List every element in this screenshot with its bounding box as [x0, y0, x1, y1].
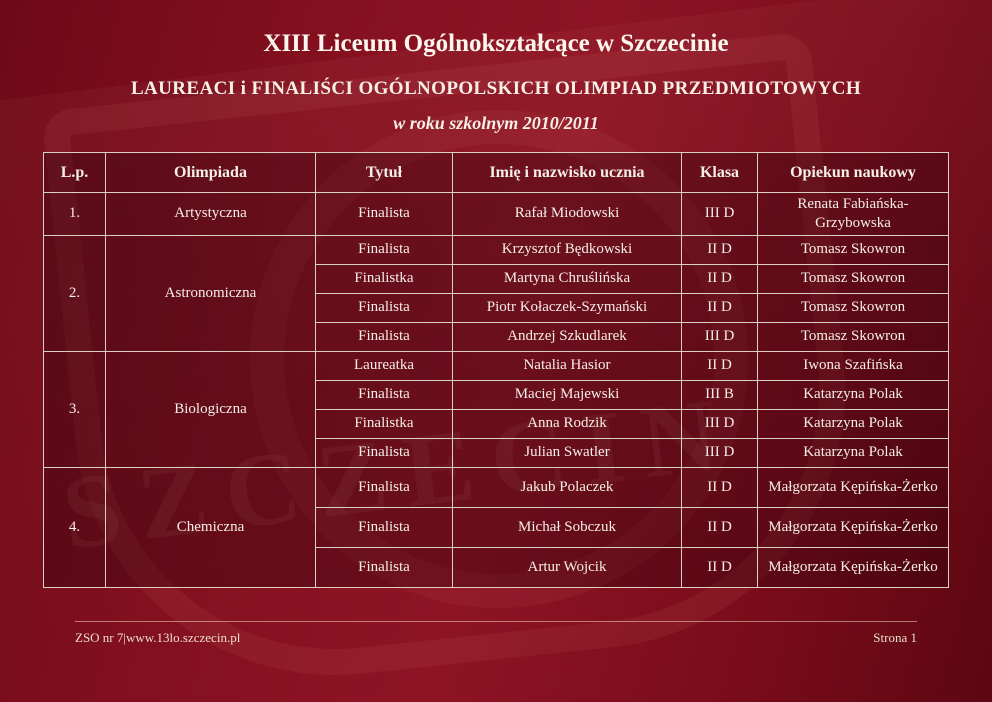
- laureates-table: L.p. Olimpiada Tytuł Imię i nazwisko ucz…: [43, 152, 949, 588]
- olimpiada-cell: Artystyczna: [105, 192, 316, 236]
- klasa-cell: II D: [681, 263, 758, 294]
- footer-page-number: Strona 1: [873, 630, 917, 645]
- student-cell: Artur Wojcik: [452, 546, 682, 588]
- lp-cell: 3.: [43, 350, 106, 468]
- table-row: 4. Chemiczna Finalista Jakub Polaczek II…: [43, 466, 949, 588]
- col-header-olimpiada: Olimpiada: [105, 152, 316, 193]
- student-cell: Natalia Hasior: [452, 350, 682, 381]
- table-row: Finalista Julian Swatler III D Katarzyna…: [44, 437, 949, 468]
- footer-school-url: ZSO nr 7|www.13lo.szczecin.pl: [75, 630, 241, 645]
- col-header-tytul: Tytuł: [315, 152, 453, 193]
- student-cell: Maciej Majewski: [452, 379, 682, 410]
- olimpiada-cell: Chemiczna: [105, 466, 316, 588]
- student-cell: Anna Rodzik: [452, 408, 682, 439]
- table-row: Finalista Andrzej Szkudlarek III D Tomas…: [44, 321, 949, 352]
- student-cell: Andrzej Szkudlarek: [452, 321, 682, 352]
- klasa-cell: III D: [681, 408, 758, 439]
- opiekun-cell: Małgorzata Kępińska-Żerko: [757, 466, 949, 508]
- tytul-cell: Finalista: [315, 292, 453, 323]
- table-row: Finalista Piotr Kołaczek-Szymański II D …: [44, 292, 949, 323]
- lp-cell: 4.: [43, 466, 106, 588]
- opiekun-cell: Tomasz Skowron: [757, 321, 949, 352]
- col-header-klasa: Klasa: [681, 152, 758, 193]
- table-header-row: L.p. Olimpiada Tytuł Imię i nazwisko ucz…: [43, 152, 949, 193]
- klasa-cell: II D: [681, 350, 758, 381]
- table-row: Finalista Maciej Majewski III B Katarzyn…: [44, 379, 949, 410]
- opiekun-cell: Katarzyna Polak: [757, 408, 949, 439]
- klasa-cell: II D: [681, 546, 758, 588]
- table-row: 1. Artystyczna Finalista Rafał Miodowski…: [43, 192, 949, 236]
- klasa-cell: II D: [681, 234, 758, 265]
- student-cell: Martyna Chruślińska: [452, 263, 682, 294]
- olimpiada-cell: Biologiczna: [105, 350, 316, 468]
- col-header-opiekun: Opiekun naukowy: [757, 152, 949, 193]
- klasa-cell: II D: [681, 466, 758, 508]
- opiekun-cell: Katarzyna Polak: [757, 437, 949, 468]
- opiekun-cell: Małgorzata Kępińska-Żerko: [757, 506, 949, 548]
- slide-title: XIII Liceum Ogólnokształcące w Szczecini…: [263, 30, 729, 57]
- tytul-cell: Finalista: [315, 234, 453, 265]
- opiekun-cell: Renata Fabiańska-Grzybowska: [757, 192, 949, 236]
- klasa-cell: II D: [681, 506, 758, 548]
- student-cell: Michał Sobczuk: [452, 506, 682, 548]
- opiekun-cell: Małgorzata Kępińska-Żerko: [757, 546, 949, 588]
- student-cell: Julian Swatler: [452, 437, 682, 468]
- tytul-cell: Finalistka: [315, 408, 453, 439]
- olimpiada-cell: Astronomiczna: [105, 234, 316, 352]
- opiekun-cell: Katarzyna Polak: [757, 379, 949, 410]
- table-row: 3. Biologiczna Laureatka Natalia Hasior …: [43, 350, 949, 468]
- lp-cell: 2.: [43, 234, 106, 352]
- klasa-cell: II D: [681, 292, 758, 323]
- tytul-cell: Finalista: [315, 379, 453, 410]
- tytul-cell: Finalista: [315, 321, 453, 352]
- klasa-cell: III D: [681, 192, 758, 236]
- col-header-uczen: Imię i nazwisko ucznia: [452, 152, 682, 193]
- school-year-line: w roku szkolnym 2010/2011: [393, 113, 599, 133]
- table-row: Finalistka Anna Rodzik III D Katarzyna P…: [44, 408, 949, 439]
- klasa-cell: III B: [681, 379, 758, 410]
- klasa-cell: III D: [681, 321, 758, 352]
- student-cell: Krzysztof Będkowski: [452, 234, 682, 265]
- student-cell: Piotr Kołaczek-Szymański: [452, 292, 682, 323]
- tytul-cell: Finalista: [315, 192, 453, 236]
- lp-cell: 1.: [43, 192, 106, 236]
- table-row: Finalista Michał Sobczuk II D Małgorzata…: [44, 506, 949, 548]
- student-cell: Jakub Polaczek: [452, 466, 682, 508]
- table-row: Finalistka Martyna Chruślińska II D Toma…: [44, 263, 949, 294]
- opiekun-cell: Iwona Szafińska: [757, 350, 949, 381]
- tytul-cell: Finalista: [315, 437, 453, 468]
- tytul-cell: Finalistka: [315, 263, 453, 294]
- klasa-cell: III D: [681, 437, 758, 468]
- slide-subtitle: LAUREACI i FINALIŚCI OGÓLNOPOLSKICH OLIM…: [130, 78, 862, 99]
- tytul-cell: Finalista: [315, 466, 453, 508]
- table-row: 2. Astronomiczna Finalista Krzysztof Będ…: [43, 234, 949, 352]
- footer-divider: [75, 621, 917, 622]
- opiekun-cell: Tomasz Skowron: [757, 292, 949, 323]
- col-header-lp: L.p.: [43, 152, 106, 193]
- tytul-cell: Finalista: [315, 506, 453, 548]
- student-cell: Rafał Miodowski: [452, 192, 682, 236]
- opiekun-cell: Tomasz Skowron: [757, 234, 949, 265]
- opiekun-cell: Tomasz Skowron: [757, 263, 949, 294]
- table-row: Finalista Artur Wojcik II D Małgorzata K…: [44, 546, 949, 588]
- tytul-cell: Finalista: [315, 546, 453, 588]
- tytul-cell: Laureatka: [315, 350, 453, 381]
